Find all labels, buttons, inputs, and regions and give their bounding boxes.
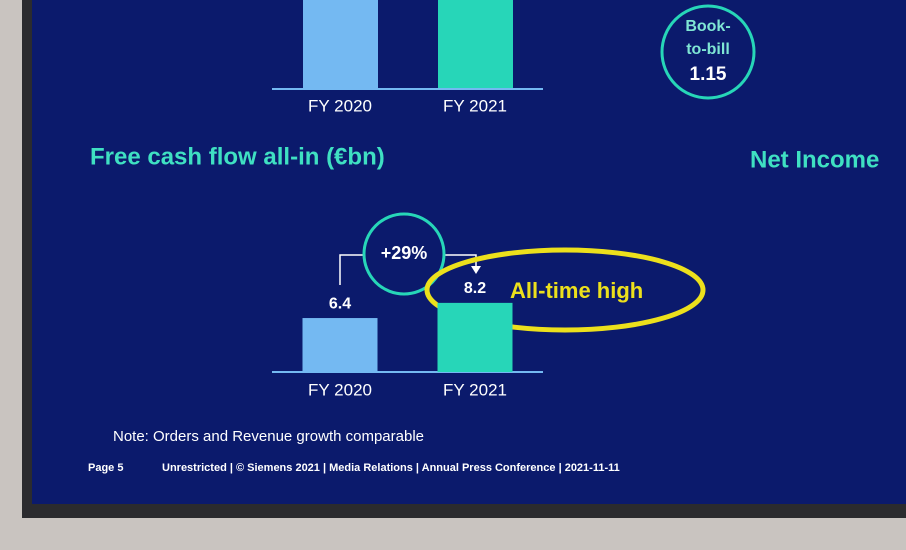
top-bar [438,0,513,88]
top-category: FY 2021 [443,96,507,115]
growth-label: +29% [381,243,428,263]
photo: FY 2020 FY 2021 Book- to-bill 1.15 Free … [0,0,906,550]
side-heading: Net Income [750,146,879,173]
top-bar [303,0,378,88]
top-category: FY 2020 [308,96,372,115]
book-to-bill-label: to-bill [686,41,730,58]
footer-page: Page 5 [88,462,123,474]
value-label: 6.4 [329,295,351,312]
bar [303,318,378,372]
page: FY 2020 FY 2021 Book- to-bill 1.15 Free … [0,0,906,550]
x-tick-label: FY 2021 [443,380,507,399]
book-to-bill-label: Book- [685,18,730,35]
note: Note: Orders and Revenue growth comparab… [113,428,424,445]
footer-text: Unrestricted | © Siemens 2021 | Media Re… [162,462,620,474]
book-to-bill-value: 1.15 [690,64,727,85]
highlight-label: All-time high [510,278,643,303]
x-tick-label: FY 2020 [308,380,372,399]
bar [438,303,513,372]
chart-title: Free cash flow all-in (€bn) [90,143,385,170]
value-label: 8.2 [464,280,486,297]
